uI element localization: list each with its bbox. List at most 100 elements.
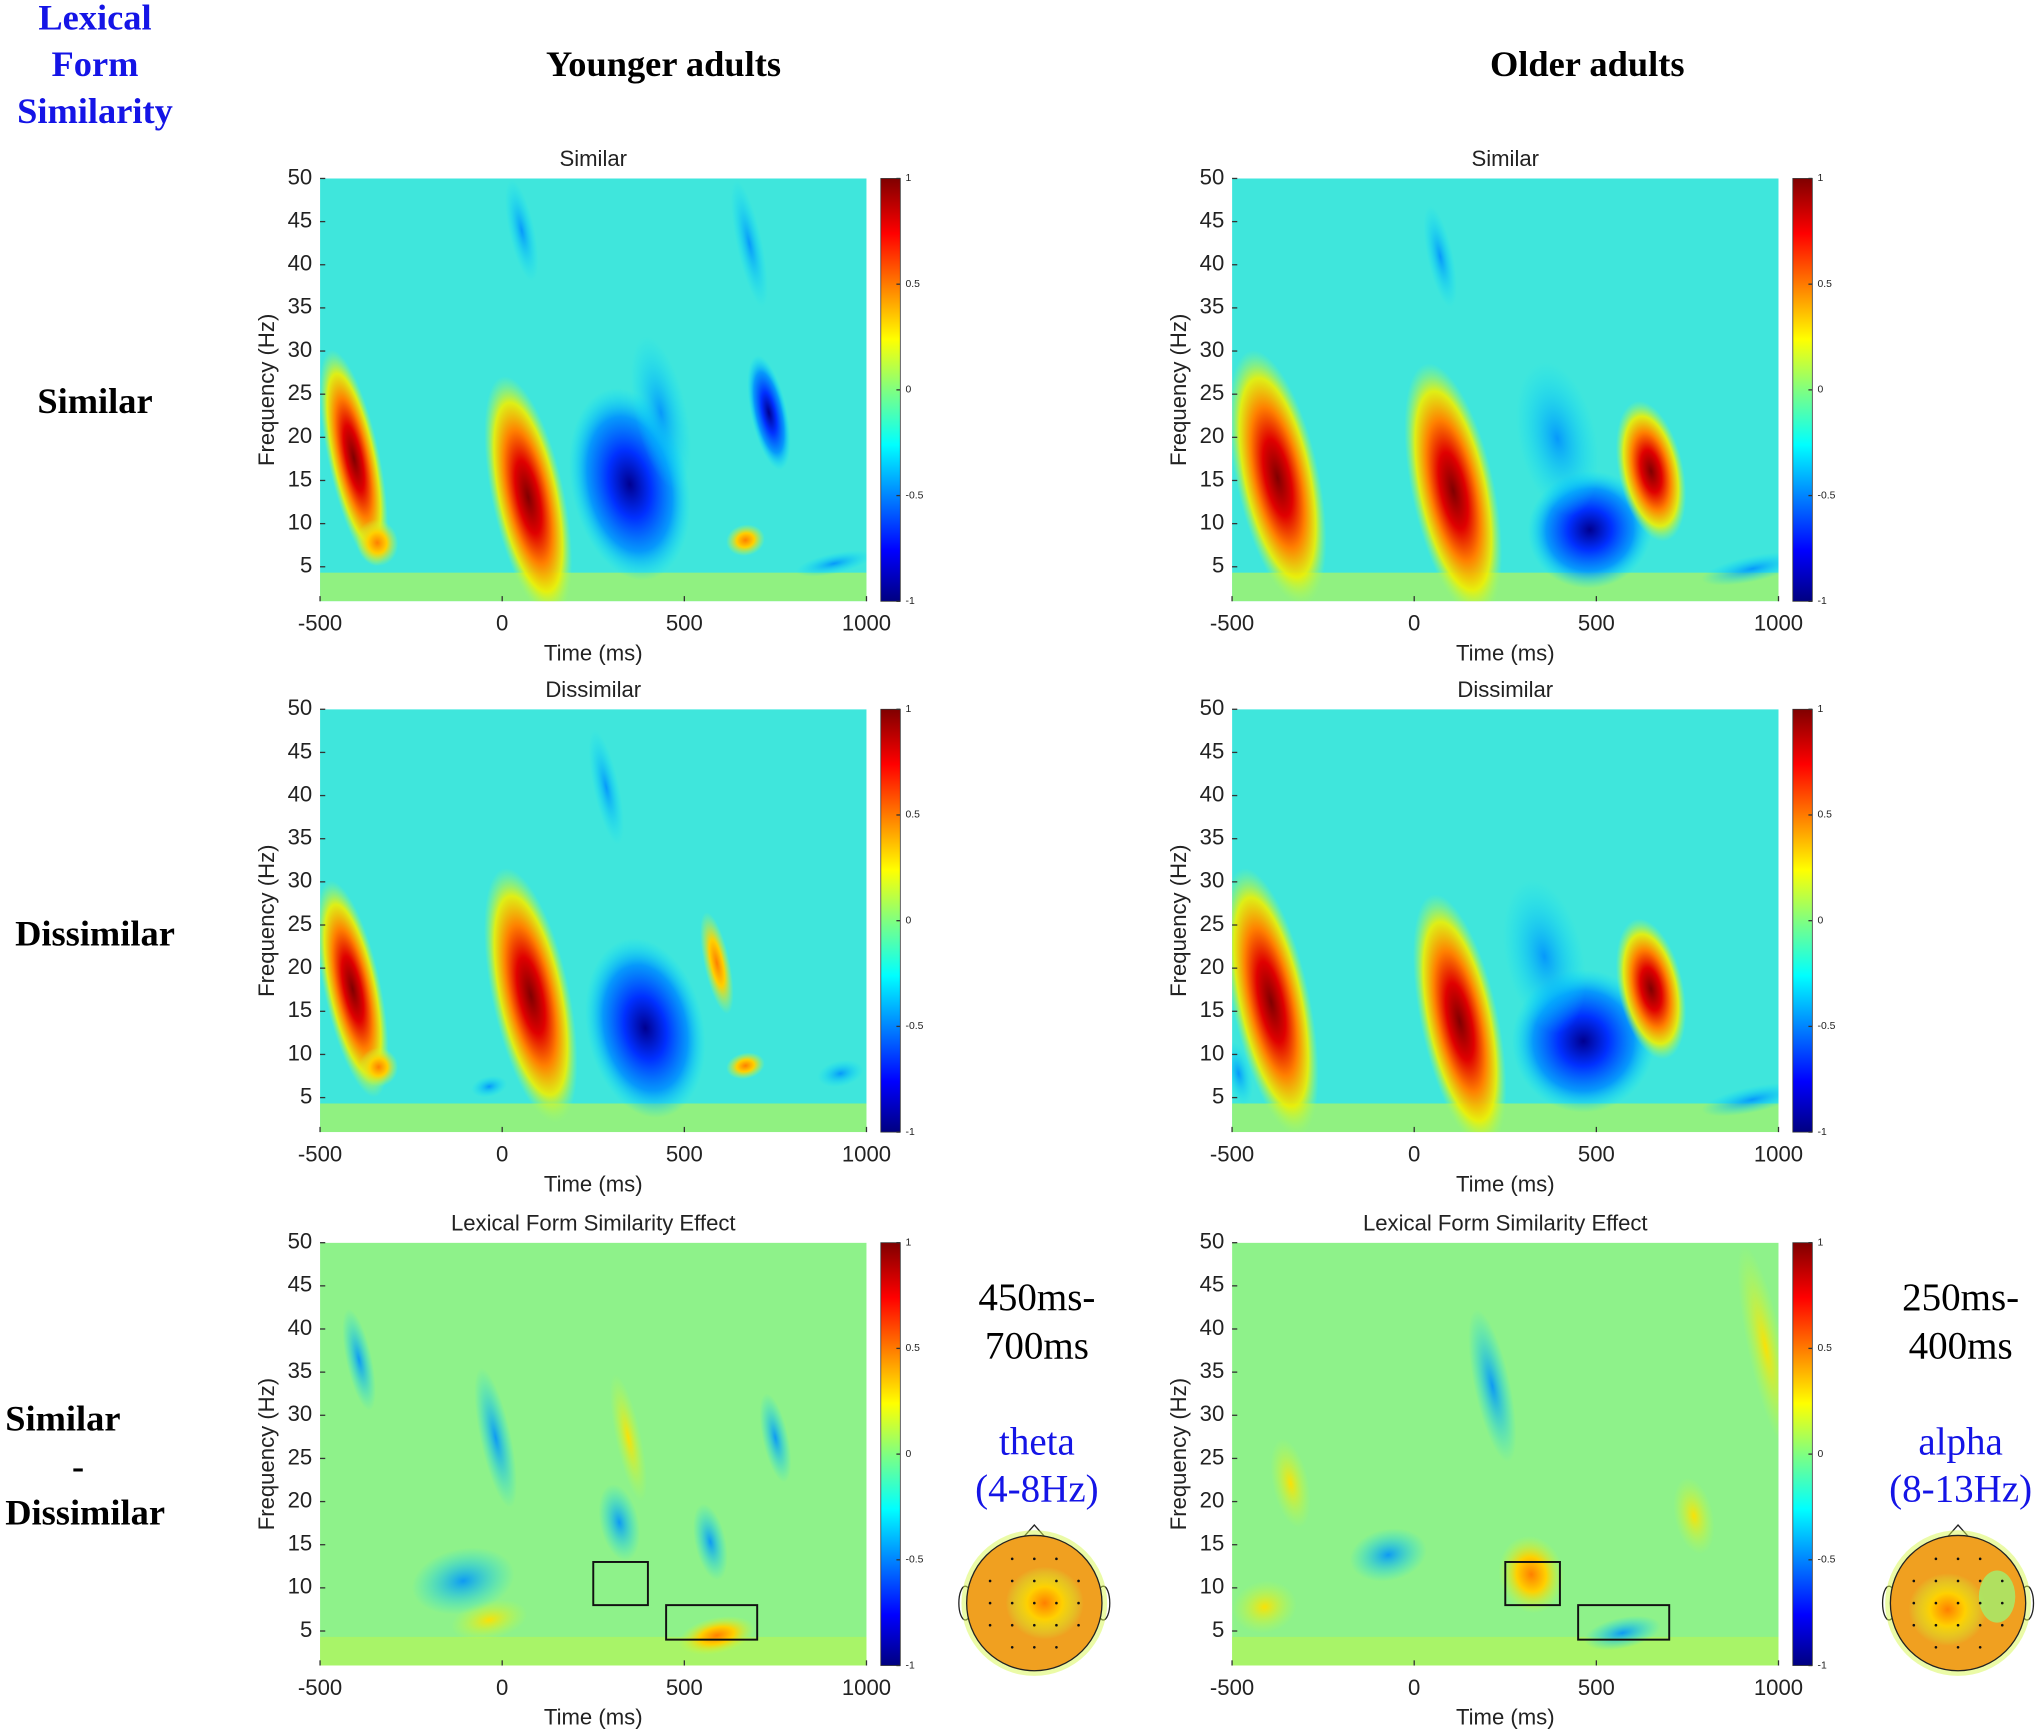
y-tick-label: 50 bbox=[1200, 1229, 1225, 1254]
y-axis-label: Frequency (Hz) bbox=[254, 1378, 279, 1530]
electrode bbox=[1077, 1601, 1080, 1605]
heatmap-blob bbox=[1232, 868, 1319, 1133]
y-tick-label: 20 bbox=[288, 423, 313, 448]
y-tick-label: 10 bbox=[288, 1574, 313, 1599]
heatmap-blob bbox=[1423, 205, 1457, 308]
electrode bbox=[988, 1601, 992, 1605]
y-tick-label: 20 bbox=[288, 1487, 313, 1512]
heatmap-blob bbox=[1615, 918, 1687, 1060]
colorbar-tick-label: 0.5 bbox=[1818, 279, 1833, 290]
electrode bbox=[1978, 1579, 1982, 1583]
column-header: Younger adults bbox=[546, 44, 781, 84]
x-tick-label: -500 bbox=[1210, 1675, 1254, 1700]
y-tick-label: 25 bbox=[288, 1444, 313, 1469]
heatmap-blob bbox=[484, 867, 578, 1124]
y-tick-label: 25 bbox=[288, 380, 313, 405]
x-tick-label: 1000 bbox=[842, 1675, 891, 1700]
heatmap-blob bbox=[1584, 1615, 1661, 1651]
y-axis-label: Frequency (Hz) bbox=[1166, 845, 1191, 997]
heatmap-blob bbox=[693, 1503, 728, 1581]
y-tick-label: 30 bbox=[288, 337, 313, 362]
y-tick-label: 5 bbox=[1212, 553, 1224, 578]
x-tick-label: 500 bbox=[666, 1141, 703, 1166]
electrode bbox=[1978, 1557, 1982, 1561]
y-tick-label: 5 bbox=[300, 1083, 312, 1108]
heatmap-blob bbox=[411, 1547, 515, 1615]
colorbar-tick-label: -1 bbox=[906, 596, 915, 607]
electrode bbox=[1010, 1646, 1014, 1649]
frequency-band: alpha bbox=[1918, 1421, 2002, 1464]
heatmap-blob bbox=[1232, 1041, 1253, 1106]
colorbar-tick-label: 0.5 bbox=[906, 279, 921, 290]
roi-box bbox=[665, 1604, 759, 1641]
electrode bbox=[1978, 1601, 1982, 1605]
x-axis-label: Time (ms) bbox=[1456, 1705, 1555, 1730]
x-axis-label: Time (ms) bbox=[544, 1705, 643, 1730]
heatmap-blob bbox=[356, 519, 399, 567]
y-tick-label: 15 bbox=[288, 466, 313, 491]
heatmap-blob bbox=[817, 1059, 864, 1088]
electrode bbox=[988, 1579, 992, 1583]
x-tick-label: 500 bbox=[666, 611, 703, 636]
heatmap-image bbox=[1232, 709, 1779, 1133]
x-tick-label: 500 bbox=[666, 1675, 703, 1700]
electrode bbox=[1055, 1579, 1058, 1583]
y-axis-label: Frequency (Hz) bbox=[254, 314, 279, 466]
y-tick-label: 50 bbox=[288, 695, 313, 720]
electrode bbox=[1956, 1557, 1960, 1561]
colorbar-tick-label: 0 bbox=[906, 1449, 912, 1460]
heatmap-blob bbox=[795, 550, 867, 577]
electrode bbox=[1978, 1646, 1982, 1649]
heatmap-image bbox=[320, 709, 867, 1133]
y-tick-label: 10 bbox=[1200, 1574, 1225, 1599]
topomap bbox=[958, 1524, 1111, 1676]
x-tick-label: -500 bbox=[1210, 1141, 1254, 1166]
heatmap-image bbox=[1232, 178, 1779, 602]
panel-title: Dissimilar bbox=[545, 677, 641, 702]
x-axis-label: Time (ms) bbox=[544, 1171, 643, 1196]
heatmap-floor bbox=[1232, 572, 1779, 602]
corner-label: Form bbox=[52, 44, 139, 84]
x-axis-label: Time (ms) bbox=[1456, 640, 1555, 665]
y-tick-label: 35 bbox=[288, 294, 313, 319]
heatmap-blob bbox=[1515, 361, 1599, 516]
time-window: 400ms bbox=[1909, 1324, 2013, 1367]
colorbar-tick-label: 0 bbox=[906, 385, 912, 396]
colorbar-tick-label: 0.5 bbox=[1818, 1343, 1833, 1354]
heatmap-blob bbox=[1673, 1477, 1715, 1555]
colorbar-tick-label: 1 bbox=[1818, 1237, 1824, 1248]
electrode bbox=[1934, 1623, 1938, 1627]
y-tick-label: 5 bbox=[1212, 1083, 1224, 1108]
electrode bbox=[1010, 1601, 1014, 1605]
y-tick-label: 20 bbox=[1200, 1487, 1225, 1512]
electrode bbox=[1033, 1579, 1036, 1583]
column-header: Older adults bbox=[1490, 44, 1685, 84]
y-tick-label: 35 bbox=[1200, 825, 1225, 850]
y-tick-label: 40 bbox=[288, 251, 313, 276]
electrode bbox=[1077, 1623, 1080, 1627]
heatmap-blob bbox=[1349, 1528, 1427, 1582]
head-hot bbox=[1908, 1573, 1987, 1647]
y-tick-label: 20 bbox=[288, 954, 313, 979]
heatmap-blob bbox=[726, 524, 765, 556]
heatmap-blob bbox=[730, 179, 768, 308]
roi-box bbox=[1577, 1604, 1671, 1641]
colorbar-tick-label: 0.5 bbox=[1818, 810, 1833, 821]
colorbar-tick-label: -0.5 bbox=[906, 1021, 924, 1032]
heatmap-blob bbox=[1468, 1309, 1517, 1463]
y-tick-label: 40 bbox=[1200, 251, 1225, 276]
heatmap-blob bbox=[1412, 894, 1507, 1133]
time-window: 700ms bbox=[985, 1324, 1089, 1367]
electrode bbox=[1055, 1601, 1058, 1605]
electrode bbox=[1055, 1623, 1058, 1627]
panel-title: Similar bbox=[1471, 146, 1539, 171]
x-axis-label: Time (ms) bbox=[1456, 1171, 1555, 1196]
y-tick-label: 5 bbox=[1212, 1617, 1224, 1642]
head-cool bbox=[1978, 1570, 2016, 1623]
electrode bbox=[1033, 1623, 1036, 1627]
electrode bbox=[1010, 1557, 1014, 1561]
x-tick-label: 1000 bbox=[842, 1141, 891, 1166]
